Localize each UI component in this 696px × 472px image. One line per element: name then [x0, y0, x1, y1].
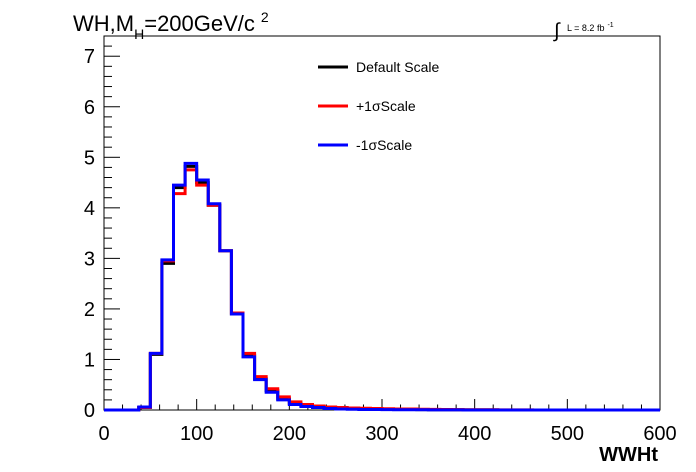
y-tick-label: 3 [84, 248, 95, 270]
x-axis-label: WWHt [599, 444, 658, 466]
x-tick-label: 400 [458, 423, 491, 445]
x-tick-label: 200 [273, 423, 306, 445]
chart-title-superscript: 2 [261, 9, 269, 25]
chart-title: WH,MH=200GeV/c 2 [73, 9, 269, 42]
x-tick-label: 100 [180, 423, 213, 445]
series-line-2 [104, 161, 660, 412]
x-tick-label: 500 [551, 423, 584, 445]
lumi-label-text: L = 8.2 fb [567, 23, 604, 33]
y-tick-label: 1 [84, 349, 95, 371]
lumi-label: L = 8.2 fb -1 [567, 22, 614, 33]
chart-title-subscript: H [134, 26, 144, 42]
chart-title-rest: =200GeV/c [144, 11, 255, 36]
y-tick-label: 4 [84, 198, 95, 220]
legend: Default Scale +1σScale -1σScale [318, 59, 439, 153]
y-tick-label: 6 [84, 97, 95, 119]
y-tick-label: 0 [84, 400, 95, 422]
legend-label-0: Default Scale [356, 59, 439, 75]
y-tick-label: 5 [84, 147, 95, 169]
lumi-label-superscript: -1 [607, 22, 613, 29]
x-tick-label: 600 [643, 423, 676, 445]
y-tick-label: 7 [84, 46, 95, 68]
lumi-integral-sign: ∫ [553, 20, 561, 42]
plot-frame [103, 35, 661, 411]
chart-title-main: WH,M [73, 11, 134, 36]
histogram-series [104, 161, 660, 412]
y-axis: 0 1 2 3 4 5 6 7 [84, 35, 120, 422]
x-axis: 0 100 200 300 400 500 600 [98, 399, 677, 445]
x-tick-label: 0 [98, 423, 109, 445]
x-tick-label: 300 [365, 423, 398, 445]
series-line-0 [104, 164, 660, 412]
y-tick-label: 2 [84, 299, 95, 321]
legend-label-2: -1σScale [356, 137, 412, 153]
series-line-1 [104, 168, 660, 412]
legend-label-1: +1σScale [356, 98, 416, 114]
